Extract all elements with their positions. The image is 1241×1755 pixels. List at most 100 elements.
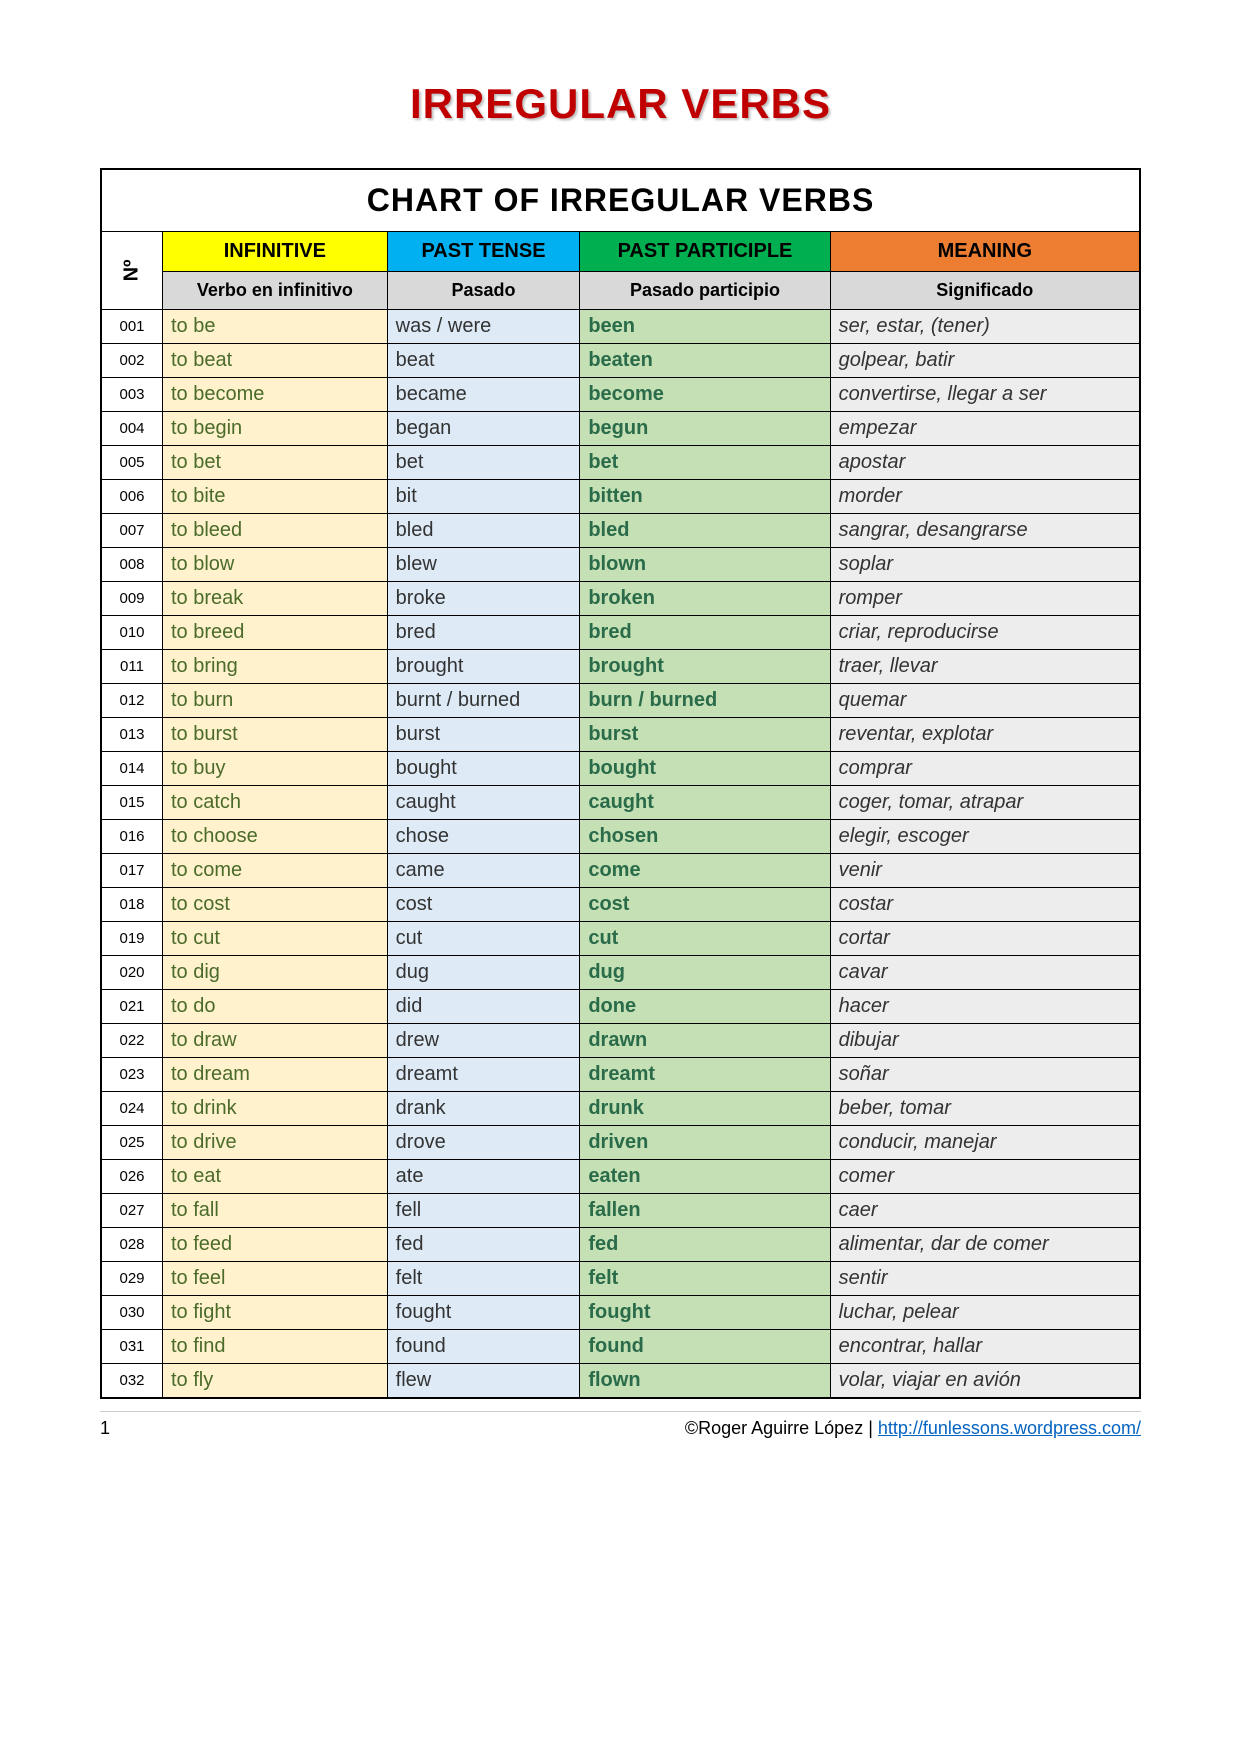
- row-number: 024: [101, 1092, 163, 1126]
- table-row: 023to dreamdreamtdreamtsoñar: [101, 1058, 1140, 1092]
- row-number: 017: [101, 854, 163, 888]
- cell-past: drank: [387, 1092, 580, 1126]
- cell-meaning: reventar, explotar: [830, 718, 1140, 752]
- cell-infinitive: to bite: [163, 480, 388, 514]
- cell-participle: been: [580, 310, 830, 344]
- row-number: 005: [101, 446, 163, 480]
- cell-past: bet: [387, 446, 580, 480]
- row-number: 002: [101, 344, 163, 378]
- cell-infinitive: to beat: [163, 344, 388, 378]
- row-number: 023: [101, 1058, 163, 1092]
- footer-link[interactable]: http://funlessons.wordpress.com/: [878, 1418, 1141, 1438]
- table-row: 028to feedfedfedalimentar, dar de comer: [101, 1228, 1140, 1262]
- row-number: 007: [101, 514, 163, 548]
- table-row: 020to digdugdugcavar: [101, 956, 1140, 990]
- cell-participle: drawn: [580, 1024, 830, 1058]
- cell-participle: cut: [580, 922, 830, 956]
- table-row: 026to eatateeatencomer: [101, 1160, 1140, 1194]
- table-row: 009to breakbrokebrokenromper: [101, 582, 1140, 616]
- row-number: 029: [101, 1262, 163, 1296]
- cell-past: was / were: [387, 310, 580, 344]
- cell-infinitive: to fall: [163, 1194, 388, 1228]
- cell-participle: fought: [580, 1296, 830, 1330]
- table-row: 022to drawdrewdrawndibujar: [101, 1024, 1140, 1058]
- cell-infinitive: to draw: [163, 1024, 388, 1058]
- table-row: 015to catchcaughtcaughtcoger, tomar, atr…: [101, 786, 1140, 820]
- cell-infinitive: to dig: [163, 956, 388, 990]
- cell-participle: dreamt: [580, 1058, 830, 1092]
- table-body: 001to bewas / werebeenser, estar, (tener…: [101, 310, 1140, 1399]
- cell-past: beat: [387, 344, 580, 378]
- cell-past: caught: [387, 786, 580, 820]
- cell-infinitive: to feel: [163, 1262, 388, 1296]
- cell-meaning: hacer: [830, 990, 1140, 1024]
- cell-participle: cost: [580, 888, 830, 922]
- cell-infinitive: to become: [163, 378, 388, 412]
- cell-infinitive: to catch: [163, 786, 388, 820]
- sub-participle: Pasado participio: [580, 272, 830, 310]
- cell-participle: bled: [580, 514, 830, 548]
- row-number: 019: [101, 922, 163, 956]
- subheader-row: Verbo en infinitivo Pasado Pasado partic…: [101, 272, 1140, 310]
- cell-participle: fed: [580, 1228, 830, 1262]
- cell-meaning: soñar: [830, 1058, 1140, 1092]
- cell-participle: drunk: [580, 1092, 830, 1126]
- cell-participle: blown: [580, 548, 830, 582]
- cell-participle: burst: [580, 718, 830, 752]
- cell-infinitive: to burst: [163, 718, 388, 752]
- cell-infinitive: to do: [163, 990, 388, 1024]
- cell-infinitive: to bring: [163, 650, 388, 684]
- table-row: 019to cutcutcutcortar: [101, 922, 1140, 956]
- cell-meaning: traer, llevar: [830, 650, 1140, 684]
- cell-participle: eaten: [580, 1160, 830, 1194]
- cell-meaning: comprar: [830, 752, 1140, 786]
- cell-past: cost: [387, 888, 580, 922]
- chart-title-row: CHART OF IRREGULAR VERBS: [101, 169, 1140, 232]
- cell-past: blew: [387, 548, 580, 582]
- cell-meaning: dibujar: [830, 1024, 1140, 1058]
- row-number: 008: [101, 548, 163, 582]
- cell-meaning: luchar, pelear: [830, 1296, 1140, 1330]
- cell-infinitive: to eat: [163, 1160, 388, 1194]
- row-number: 015: [101, 786, 163, 820]
- table-row: 031to findfoundfoundencontrar, hallar: [101, 1330, 1140, 1364]
- table-row: 006to bitebitbittenmorder: [101, 480, 1140, 514]
- row-number: 025: [101, 1126, 163, 1160]
- cell-past: fell: [387, 1194, 580, 1228]
- row-number: 026: [101, 1160, 163, 1194]
- row-number: 009: [101, 582, 163, 616]
- cell-meaning: criar, reproducirse: [830, 616, 1140, 650]
- cell-past: dreamt: [387, 1058, 580, 1092]
- cell-past: burnt / burned: [387, 684, 580, 718]
- row-number: 020: [101, 956, 163, 990]
- cell-infinitive: to come: [163, 854, 388, 888]
- page: IRREGULAR VERBS CHART OF IRREGULAR VERBS…: [0, 0, 1241, 1755]
- header-infinitive: INFINITIVE: [163, 232, 388, 272]
- cell-meaning: alimentar, dar de comer: [830, 1228, 1140, 1262]
- cell-infinitive: to feed: [163, 1228, 388, 1262]
- cell-infinitive: to dream: [163, 1058, 388, 1092]
- cell-participle: bought: [580, 752, 830, 786]
- cell-meaning: cavar: [830, 956, 1140, 990]
- cell-meaning: cortar: [830, 922, 1140, 956]
- table-row: 012to burnburnt / burnedburn / burnedque…: [101, 684, 1140, 718]
- table-row: 011to bringbroughtbroughttraer, llevar: [101, 650, 1140, 684]
- cell-infinitive: to drive: [163, 1126, 388, 1160]
- table-row: 032to flyflewflownvolar, viajar en avión: [101, 1364, 1140, 1399]
- cell-infinitive: to fly: [163, 1364, 388, 1399]
- cell-infinitive: to bleed: [163, 514, 388, 548]
- cell-past: bred: [387, 616, 580, 650]
- row-number: 012: [101, 684, 163, 718]
- cell-participle: dug: [580, 956, 830, 990]
- cell-meaning: sangrar, desangrarse: [830, 514, 1140, 548]
- cell-meaning: caer: [830, 1194, 1140, 1228]
- table-row: 025to drivedrovedrivenconducir, manejar: [101, 1126, 1140, 1160]
- cell-past: dug: [387, 956, 580, 990]
- row-number: 027: [101, 1194, 163, 1228]
- table-row: 010to breedbredbredcriar, reproducirse: [101, 616, 1140, 650]
- cell-participle: broken: [580, 582, 830, 616]
- cell-participle: begun: [580, 412, 830, 446]
- page-title: IRREGULAR VERBS: [100, 80, 1141, 128]
- cell-meaning: apostar: [830, 446, 1140, 480]
- cell-past: began: [387, 412, 580, 446]
